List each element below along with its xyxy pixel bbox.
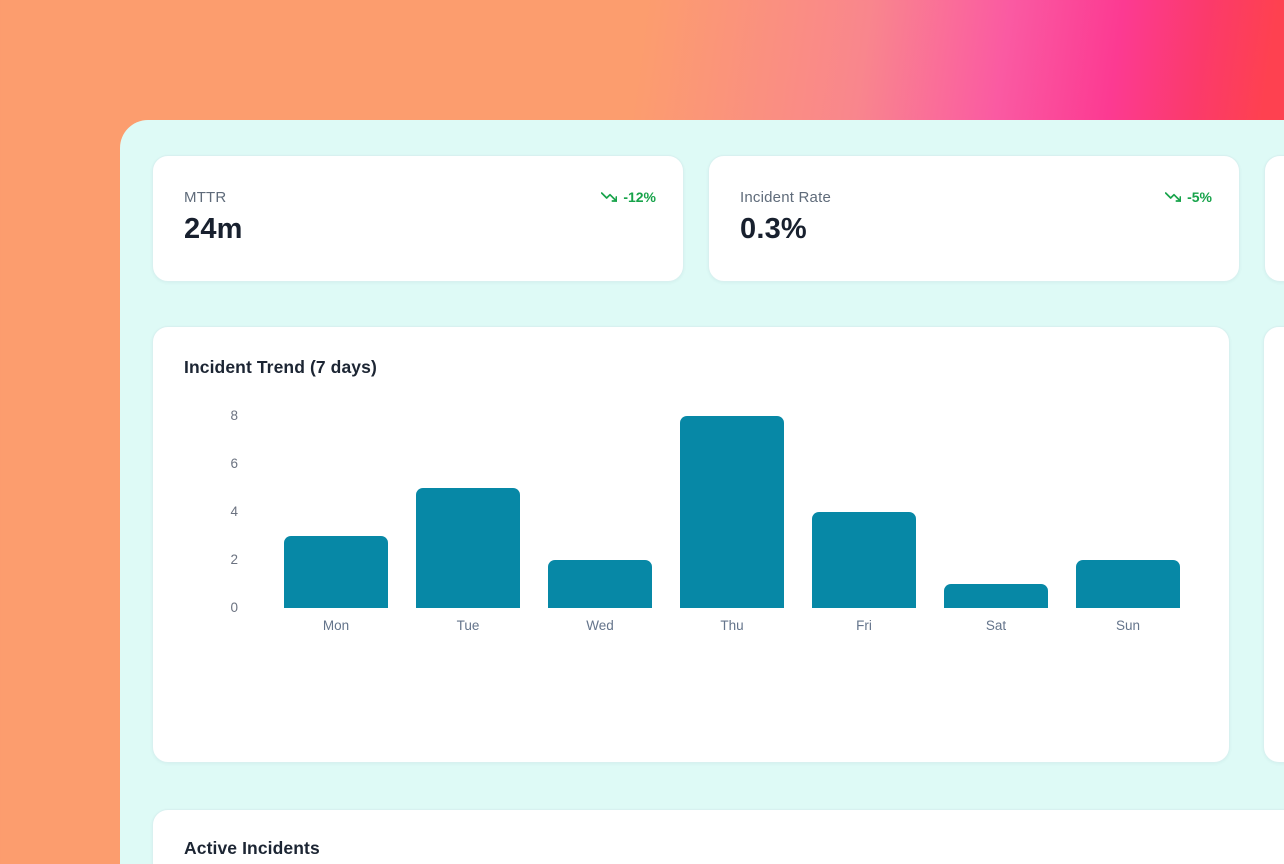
x-tick-label: Sat [985,618,1007,633]
x-tick-label: Thu [720,618,744,633]
bar-chart: 0 2 4 6 8 Mon Tue Wed Thu Fri Sat Sun [184,408,1199,646]
bar-slot: Fri [798,416,930,633]
x-tick-label: Tue [456,618,480,633]
kpi-value: 24m [184,213,243,245]
y-tick-label: 8 [230,408,238,423]
bar-slot: Wed [534,416,666,633]
trending-down-icon [1165,189,1182,205]
bar [680,416,784,608]
kpi-trend-value: -12% [623,189,656,205]
bar-slot: Mon [270,416,402,633]
kpi-trend: -5% [1165,189,1212,205]
bar-slot: Thu [666,416,798,633]
bar [284,536,388,608]
x-tick-label: Wed [586,618,614,633]
bar-slot: Tue [402,416,534,633]
active-incidents-title: Active Incidents [184,838,320,858]
bar [1076,560,1180,608]
y-tick-label: 4 [230,504,238,519]
kpi-value: 0.3% [740,213,807,245]
kpi-label: Incident Rate [740,189,831,206]
dashboard-panel: MTTR 24m -12% Incident Rate 0.3% [120,120,1284,864]
bar [416,488,520,608]
bar-slot: Sat [930,416,1062,633]
active-incidents-card: Active Incidents [152,809,1284,864]
kpi-card-mttr: MTTR 24m -12% [152,155,684,282]
bar-slot: Sun [1062,416,1194,633]
x-tick-label: Sun [1115,618,1141,633]
kpi-label: MTTR [184,189,227,206]
chart-row: Incident Trend (7 days) 0 2 4 6 8 Mon Tue Wed T… [152,326,1284,763]
y-axis: 0 2 4 6 8 [184,408,238,615]
y-tick-label: 2 [230,552,238,567]
bar [812,512,916,608]
trending-down-icon [601,189,618,205]
incident-trend-card: Incident Trend (7 days) 0 2 4 6 8 Mon Tue Wed T… [152,326,1230,763]
y-tick-label: 6 [230,456,238,471]
chart-card-partial [1263,326,1284,763]
kpi-card-incident-rate: Incident Rate 0.3% -5% [708,155,1240,282]
chart-title: Incident Trend (7 days) [184,357,377,377]
kpi-card-partial [1264,155,1284,282]
bar [944,584,1048,608]
kpi-row: MTTR 24m -12% Incident Rate 0.3% [152,155,1284,282]
bottom-row: Active Incidents [152,809,1284,864]
x-tick-label: Fri [856,618,872,633]
bar-plot: Mon Tue Wed Thu Fri Sat Sun [270,416,1194,633]
kpi-trend-value: -5% [1187,189,1212,205]
y-tick-label: 0 [230,600,238,615]
x-tick-label: Mon [322,618,350,633]
kpi-trend: -12% [601,189,656,205]
bar [548,560,652,608]
